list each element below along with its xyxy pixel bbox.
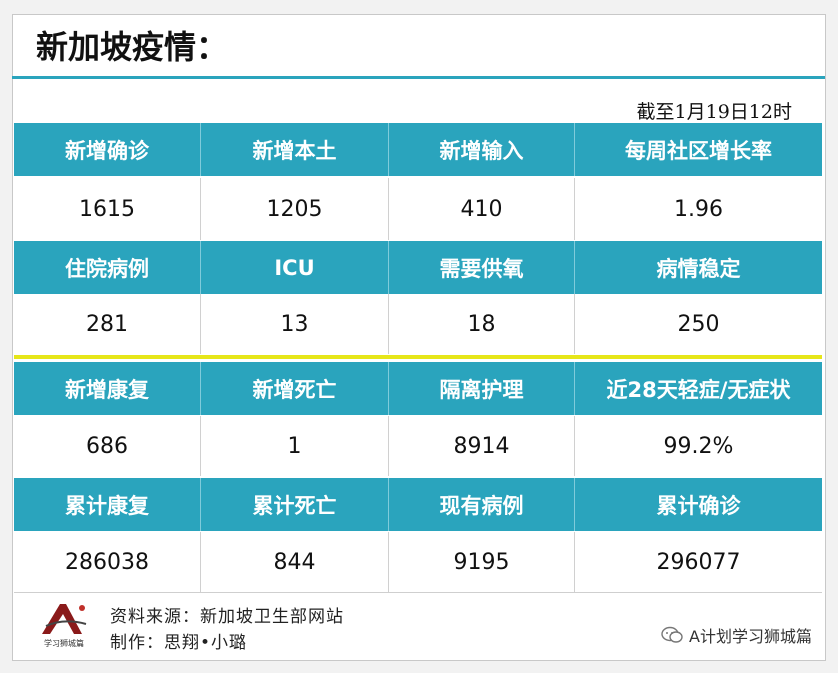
source-text: 资料来源：新加坡卫生部网站 — [110, 607, 344, 627]
header-row-3: 新增康复 新增死亡 隔离护理 近28天轻症/无症状 — [14, 362, 822, 415]
header-cell: 新增确诊 — [14, 123, 201, 176]
value-cell: 296077 — [656, 549, 741, 575]
header-row-4: 累计康复 累计死亡 现有病例 累计确诊 — [14, 478, 822, 531]
header-cell: 住院病例 — [14, 241, 201, 294]
header-cell: 隔离护理 — [389, 362, 575, 415]
value-cell: 1 — [201, 416, 389, 476]
value-row-1: 1615 1205 410 1.96 — [14, 178, 822, 240]
value-cell: 250 — [677, 311, 720, 337]
value-cell: 844 — [201, 532, 389, 592]
value-cell: 281 — [14, 294, 201, 354]
value-cell: 410 — [389, 178, 575, 240]
value-cell: 686 — [14, 416, 201, 476]
header-cell: 累计康复 — [14, 478, 201, 531]
brand-watermark: A计划学习狮城篇 — [661, 623, 812, 647]
header-cell: 新增输入 — [389, 123, 575, 176]
header-cell: 累计确诊 — [656, 493, 741, 518]
value-cell: 9195 — [389, 532, 575, 592]
header-cell: 累计死亡 — [201, 478, 389, 531]
value-cell: 1205 — [201, 178, 389, 240]
value-cell: 13 — [201, 294, 389, 354]
brand-text: A计划学习狮城篇 — [689, 627, 812, 646]
logo-caption: 学习狮城篇 — [44, 638, 84, 648]
as-of-timestamp: 截至1月19日12时 — [636, 101, 792, 123]
value-row-2: 281 13 18 250 — [14, 294, 822, 354]
footer-divider — [14, 592, 822, 593]
value-row-3: 686 1 8914 99.2% — [14, 416, 822, 476]
header-row-1: 新增确诊 新增本土 新增输入 每周社区增长率 — [14, 123, 822, 176]
header-cell: 近28天轻症/无症状 — [606, 377, 791, 402]
header-cell: 病情稳定 — [656, 256, 741, 281]
value-cell: 8914 — [389, 416, 575, 476]
value-cell: 1.96 — [674, 196, 723, 222]
header-cell: 需要供氧 — [389, 241, 575, 294]
header-cell: 现有病例 — [389, 478, 575, 531]
header-cell: ICU — [201, 241, 389, 294]
title-underline — [12, 76, 825, 79]
page-title: 新加坡疫情： — [36, 28, 229, 66]
header-cell: 新增本土 — [201, 123, 389, 176]
header-cell: 每周社区增长率 — [625, 138, 772, 163]
wechat-icon — [661, 626, 683, 643]
value-cell: 18 — [389, 294, 575, 354]
value-cell: 286038 — [14, 532, 201, 592]
header-row-2: 住院病例 ICU 需要供氧 病情稳定 — [14, 241, 822, 294]
value-row-4: 286038 844 9195 296077 — [14, 532, 822, 592]
brand-logo-icon: 学习狮城篇 — [42, 604, 87, 648]
section-divider — [14, 355, 822, 359]
value-cell: 1615 — [14, 178, 201, 240]
author-text: 制作：思翔•小璐 — [110, 633, 248, 653]
header-cell: 新增康复 — [14, 362, 201, 415]
value-cell: 99.2% — [663, 433, 734, 459]
header-cell: 新增死亡 — [201, 362, 389, 415]
